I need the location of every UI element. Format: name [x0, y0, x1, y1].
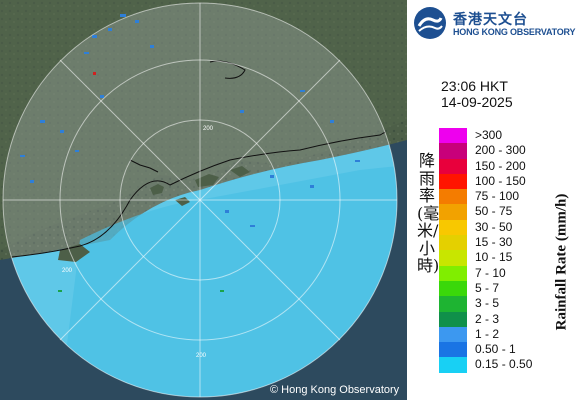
legend-label: 0.15 - 0.50	[475, 357, 533, 372]
observatory-logo: 香港天文台 HONG KONG OBSERVATORY	[413, 6, 576, 42]
legend-row: 100 - 150	[439, 173, 569, 190]
radar-map-canvas: 200 200 200	[0, 0, 407, 400]
range-ring-label: 200	[203, 126, 214, 132]
legend-label: 2 - 3	[475, 311, 500, 326]
legend-label: 10 - 15	[475, 250, 513, 265]
legend-row: 0.15 - 0.50	[439, 357, 569, 373]
legend-label: 0.50 - 1	[475, 342, 516, 357]
logo-name-english: HONG KONG OBSERVATORY	[453, 27, 576, 37]
legend-color-swatch	[439, 173, 467, 190]
legend-color-swatch	[439, 219, 467, 236]
legend-label: 50 - 75	[475, 204, 513, 219]
legend-color-swatch	[439, 357, 467, 373]
legend-row: 75 - 100	[439, 189, 569, 205]
legend-row: 30 - 50	[439, 219, 569, 236]
rainfall-legend: >300 200 - 300 150 - 200 100 - 150 75 - 100 5…	[439, 128, 569, 373]
info-panel: 香港天文台 HONG KONG OBSERVATORY 23:06 HKT 14…	[407, 0, 577, 400]
legend-row: 150 - 200	[439, 158, 569, 174]
range-ring-label: 200	[196, 353, 207, 359]
legend-color-swatch	[439, 296, 467, 312]
legend-title-chinese: 降雨率(毫米/小時)	[417, 151, 440, 275]
legend-label: 150 - 200	[475, 158, 526, 173]
legend-row: 7 - 10	[439, 265, 569, 281]
legend-color-swatch	[439, 189, 467, 205]
legend-color-swatch	[439, 311, 467, 327]
legend-label: 5 - 7	[475, 280, 500, 295]
land-mass	[0, 0, 407, 250]
observation-time: 23:06 HKT	[441, 78, 508, 94]
legend-color-swatch	[439, 265, 467, 281]
legend-row: 5 - 7	[439, 280, 569, 297]
legend-row: 10 - 15	[439, 250, 569, 266]
legend-row: 0.50 - 1	[439, 342, 569, 358]
range-ring-label: 200	[62, 268, 73, 274]
copyright-notice: © Hong Kong Observatory	[270, 384, 400, 396]
observation-date: 14-09-2025	[441, 94, 513, 110]
radar-map: 200 200 200 © Hong Kong Observatory	[0, 0, 407, 400]
legend-color-swatch	[439, 326, 467, 343]
legend-row: 50 - 75	[439, 204, 569, 220]
legend-row: 3 - 5	[439, 296, 569, 312]
legend-row: 1 - 2	[439, 326, 569, 343]
legend-label: 200 - 300	[475, 143, 526, 158]
legend-color-swatch	[439, 235, 467, 251]
legend-label: 15 - 30	[475, 235, 513, 250]
legend-color-swatch	[439, 143, 467, 159]
legend-label: 30 - 50	[475, 219, 513, 234]
legend-label: 7 - 10	[475, 265, 506, 280]
legend-color-swatch	[439, 204, 467, 220]
legend-label: 1 - 2	[475, 326, 500, 341]
legend-row: 15 - 30	[439, 235, 569, 251]
legend-color-swatch	[439, 158, 467, 174]
legend-label: 100 - 150	[475, 173, 526, 188]
legend-label: >300	[475, 128, 503, 142]
legend-color-swatch	[439, 342, 467, 358]
range-grid	[2, 2, 398, 398]
logo-name-chinese: 香港天文台	[453, 12, 528, 28]
legend-label: 75 - 100	[475, 189, 520, 204]
legend-color-swatch	[439, 128, 467, 144]
legend-row: 200 - 300	[439, 143, 569, 159]
rain-echoes	[20, 14, 360, 227]
hko-logo-icon	[414, 7, 446, 39]
legend-row: 2 - 3	[439, 311, 569, 327]
legend-row: >300	[439, 128, 569, 144]
legend-color-swatch	[439, 280, 467, 297]
legend-label: 3 - 5	[475, 296, 500, 311]
legend-color-swatch	[439, 250, 467, 266]
legend-title-english: Rainfall Rate (mm/h)	[553, 193, 570, 331]
